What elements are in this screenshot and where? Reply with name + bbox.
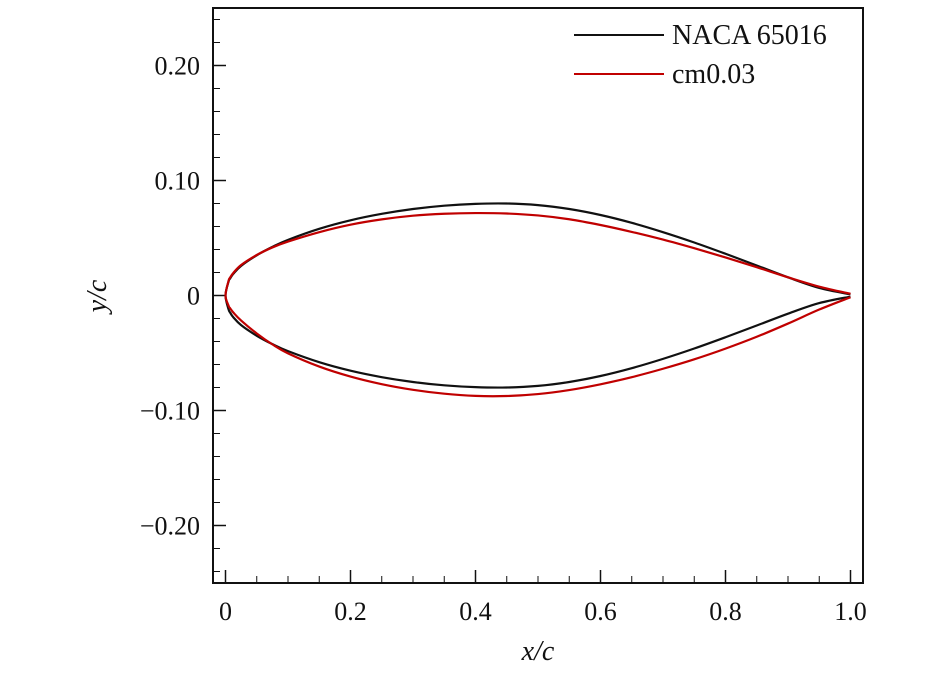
- major-ticks: [213, 64, 852, 583]
- legend: NACA 65016 cm0.03: [574, 20, 827, 90]
- x-tick-label: 0.6: [584, 597, 617, 626]
- series-line-cm0-03: [224, 211, 851, 398]
- x-tick-label: 0.2: [334, 597, 367, 626]
- x-tick-label: 1.0: [834, 597, 867, 626]
- legend-label-cm0-03: cm0.03: [672, 59, 755, 90]
- y-tick-label: −0.20: [140, 512, 200, 541]
- plot-frame: [212, 7, 864, 584]
- y-tick-label: 0.10: [155, 167, 201, 196]
- legend-label-naca-65016: NACA 65016: [672, 20, 827, 51]
- y-tick-label: −0.10: [140, 397, 200, 426]
- x-tick-label: 0.8: [709, 597, 742, 626]
- y-axis-title: y/c: [82, 279, 113, 315]
- x-tick-label: 0: [219, 597, 232, 626]
- y-tick-label: 0: [187, 282, 200, 311]
- x-tick-labels: 0 0.2 0.4 0.6 0.8 1.0: [219, 597, 867, 626]
- y-tick-label: 0.20: [155, 52, 201, 81]
- x-axis-title: x/c: [521, 636, 555, 667]
- x-tick-label: 0.4: [459, 597, 492, 626]
- y-tick-labels: 0.20 0.10 0 −0.10 −0.20: [140, 52, 200, 541]
- series-curves: [224, 202, 851, 398]
